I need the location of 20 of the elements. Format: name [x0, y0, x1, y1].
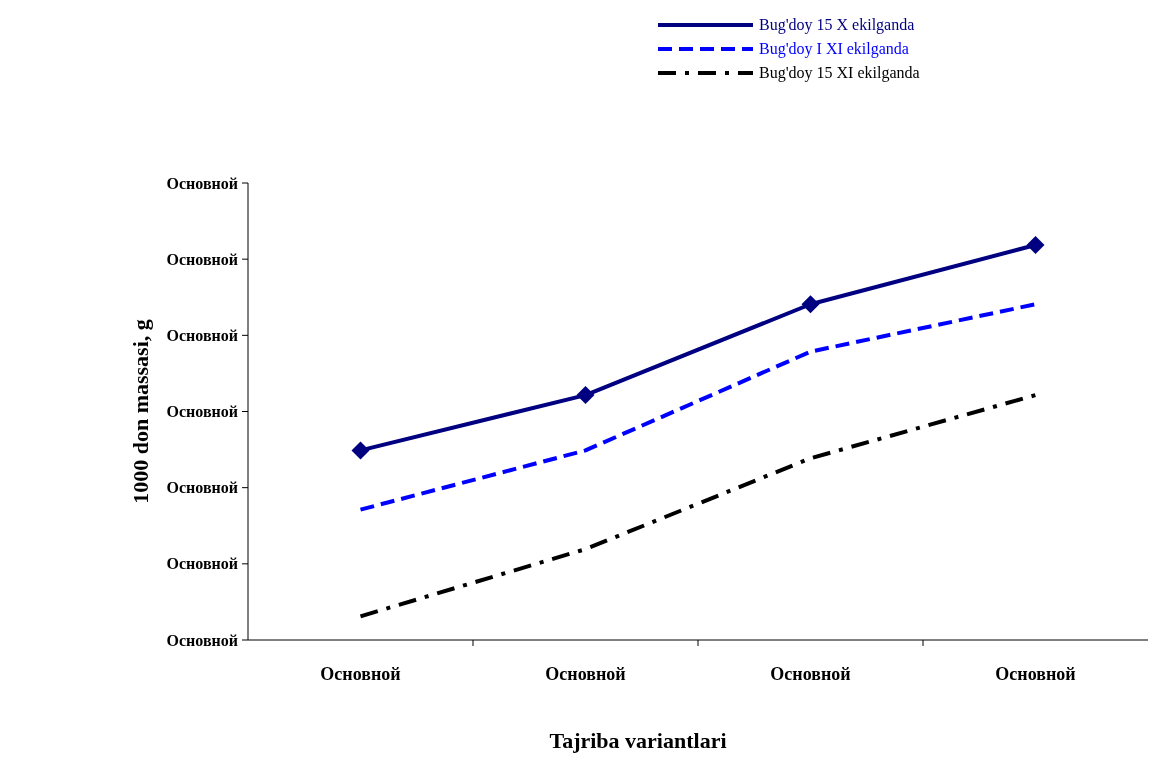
text: Основной	[166, 250, 238, 268]
point	[576, 386, 595, 405]
text: Основной	[166, 479, 238, 497]
text: Bug'doy I XI ekilganda	[759, 40, 909, 58]
text: Основной	[166, 555, 238, 573]
x-tick-label: Основной	[995, 664, 1076, 684]
text: Bug'doy 15 XI ekilganda	[759, 64, 920, 82]
text: Bug'doy 15 X ekilganda	[759, 16, 915, 34]
text: Основной	[166, 631, 238, 649]
x-tick-label: Основной	[545, 664, 626, 684]
x-axis-title: Tajriba variantlari	[549, 728, 727, 753]
text: Основной	[166, 403, 238, 421]
point	[801, 295, 820, 314]
x-tick-label: Основной	[320, 664, 401, 684]
text: Основной	[166, 326, 238, 344]
text: Основной	[166, 174, 238, 192]
point	[1026, 236, 1045, 254]
y-axis-title: 1000 don massasi, g	[128, 319, 153, 504]
x-tick-label: Основной	[770, 664, 851, 684]
point	[351, 441, 370, 460]
